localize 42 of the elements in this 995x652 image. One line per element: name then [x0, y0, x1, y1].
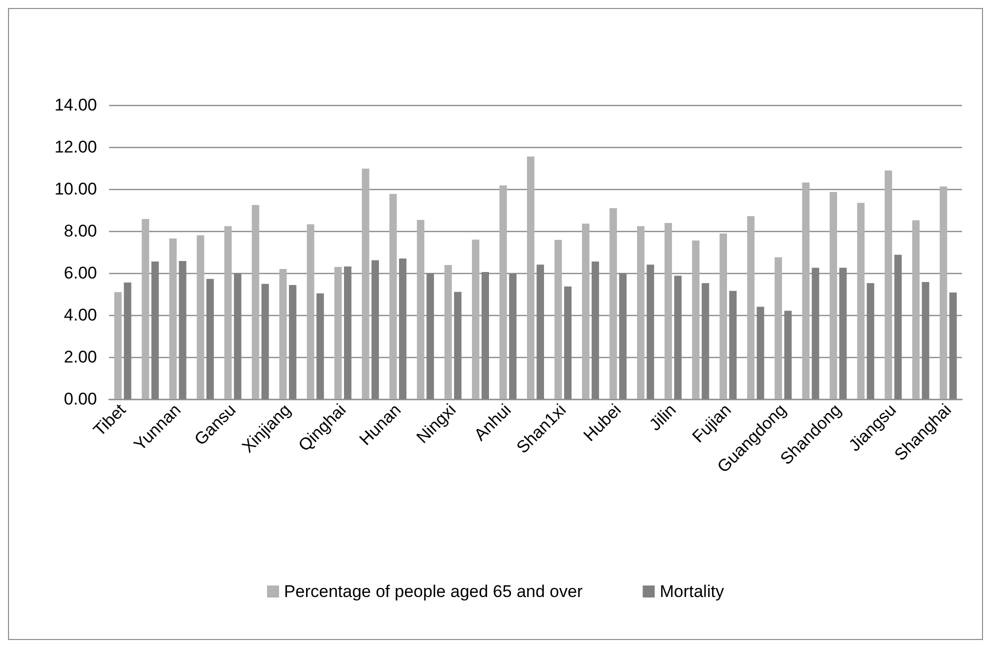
- y-tick-label: 0.00: [64, 390, 97, 408]
- x-tick-label: Jilin: [646, 400, 680, 434]
- bar: [416, 220, 424, 399]
- y-tick-label: 8.00: [64, 222, 97, 240]
- y-tick-label: 6.00: [64, 264, 97, 282]
- bar: [610, 208, 617, 399]
- bar: [334, 266, 342, 399]
- y-tick-label: 4.00: [64, 306, 97, 324]
- bar: [830, 192, 838, 399]
- bar: [472, 240, 480, 399]
- legend-label: Percentage of people aged 65 and over: [284, 582, 584, 601]
- bar: [279, 269, 287, 399]
- bar: [747, 216, 755, 399]
- legend-label: Mortality: [660, 582, 724, 601]
- bar: [252, 204, 260, 399]
- bar: [720, 234, 727, 399]
- bar: [499, 185, 507, 399]
- bar: [582, 224, 590, 399]
- bar: [362, 168, 370, 399]
- bar: [389, 194, 397, 399]
- bar: [802, 182, 810, 399]
- y-tick-label: 10.00: [54, 180, 97, 198]
- bar: [912, 220, 920, 399]
- bar: [526, 156, 534, 399]
- bar: [692, 240, 700, 399]
- bar: [114, 292, 122, 399]
- bar: [196, 235, 204, 399]
- bar: [940, 186, 948, 399]
- bar: [664, 223, 672, 399]
- bar: [884, 170, 892, 399]
- bar: [554, 240, 562, 399]
- bar: [224, 226, 232, 399]
- bar: [444, 265, 452, 399]
- bar: [306, 224, 314, 399]
- bar: [857, 202, 865, 399]
- bar: [637, 226, 644, 399]
- bar: [169, 238, 177, 399]
- bar: [142, 219, 150, 399]
- y-tick-label: 12.00: [54, 138, 97, 156]
- y-tick-label: 14.00: [54, 96, 97, 114]
- y-tick-label: 2.00: [64, 348, 97, 366]
- bar: [774, 257, 782, 399]
